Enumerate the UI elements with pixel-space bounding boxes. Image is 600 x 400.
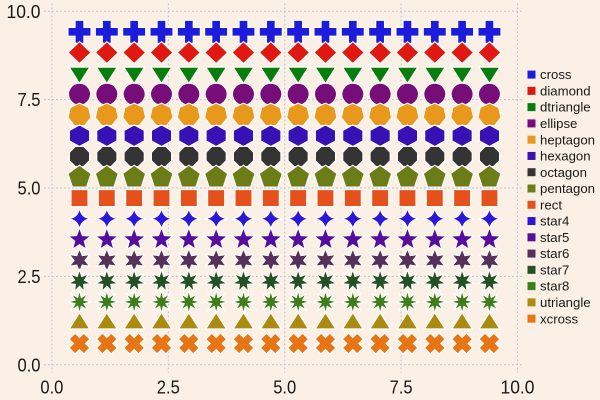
svg-text:7.5: 7.5 xyxy=(18,90,41,110)
svg-text:cross: cross xyxy=(540,67,572,82)
svg-text:heptagon: heptagon xyxy=(540,132,595,147)
svg-text:10.0: 10.0 xyxy=(501,378,535,398)
svg-text:star4: star4 xyxy=(540,214,569,229)
svg-text:pentagon: pentagon xyxy=(540,181,595,196)
svg-text:xcross: xcross xyxy=(540,311,579,326)
svg-text:rect: rect xyxy=(540,197,562,212)
svg-text:2.5: 2.5 xyxy=(157,378,180,398)
svg-text:5.0: 5.0 xyxy=(18,179,41,199)
svg-text:star6: star6 xyxy=(540,246,569,261)
svg-text:ellipse: ellipse xyxy=(540,116,577,131)
svg-text:star7: star7 xyxy=(540,262,569,277)
svg-text:7.5: 7.5 xyxy=(390,378,413,398)
svg-text:5.0: 5.0 xyxy=(273,378,296,398)
svg-text:star5: star5 xyxy=(540,230,569,245)
svg-text:utriangle: utriangle xyxy=(540,295,591,310)
svg-text:diamond: diamond xyxy=(540,83,591,98)
svg-text:10.0: 10.0 xyxy=(7,2,41,22)
svg-text:octagon: octagon xyxy=(540,165,587,180)
svg-text:0.0: 0.0 xyxy=(18,355,41,375)
svg-text:0.0: 0.0 xyxy=(40,378,63,398)
svg-text:hexagon: hexagon xyxy=(540,149,591,164)
svg-text:dtriangle: dtriangle xyxy=(540,100,591,115)
svg-text:star8: star8 xyxy=(540,279,569,294)
svg-text:2.5: 2.5 xyxy=(18,267,41,287)
